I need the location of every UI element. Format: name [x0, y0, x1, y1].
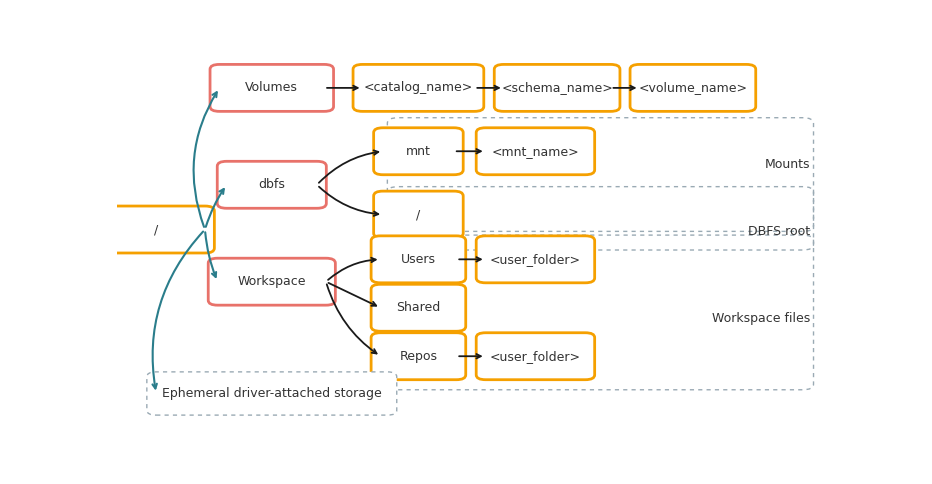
Text: <mnt_name>: <mnt_name> — [491, 145, 580, 158]
FancyBboxPatch shape — [476, 333, 595, 380]
FancyBboxPatch shape — [98, 206, 214, 253]
FancyBboxPatch shape — [210, 64, 334, 111]
Text: Mounts: Mounts — [764, 158, 810, 171]
Text: Ephemeral driver-attached storage: Ephemeral driver-attached storage — [162, 387, 382, 400]
Text: Repos: Repos — [400, 350, 437, 363]
FancyBboxPatch shape — [208, 258, 336, 305]
Text: Workspace: Workspace — [238, 275, 306, 288]
FancyBboxPatch shape — [476, 236, 595, 283]
FancyBboxPatch shape — [476, 128, 595, 175]
Text: <volume_name>: <volume_name> — [638, 81, 747, 94]
Text: mnt: mnt — [406, 145, 431, 158]
Text: <catalog_name>: <catalog_name> — [363, 81, 473, 94]
FancyBboxPatch shape — [374, 128, 463, 175]
Text: <user_folder>: <user_folder> — [490, 350, 581, 363]
FancyBboxPatch shape — [374, 191, 463, 238]
Text: /: / — [154, 223, 158, 236]
Text: Shared: Shared — [396, 301, 441, 314]
Text: Users: Users — [401, 253, 436, 266]
FancyBboxPatch shape — [217, 161, 326, 208]
FancyBboxPatch shape — [147, 372, 397, 415]
Text: DBFS root: DBFS root — [747, 225, 810, 238]
Text: <schema_name>: <schema_name> — [501, 81, 613, 94]
FancyBboxPatch shape — [371, 333, 466, 380]
FancyBboxPatch shape — [353, 64, 484, 111]
Text: /: / — [417, 208, 420, 221]
FancyBboxPatch shape — [630, 64, 756, 111]
Text: dbfs: dbfs — [258, 178, 285, 191]
FancyBboxPatch shape — [371, 236, 466, 283]
Text: <user_folder>: <user_folder> — [490, 253, 581, 266]
Text: Workspace files: Workspace files — [712, 313, 810, 325]
FancyBboxPatch shape — [371, 284, 466, 331]
Text: Volumes: Volumes — [245, 81, 298, 94]
FancyBboxPatch shape — [494, 64, 620, 111]
